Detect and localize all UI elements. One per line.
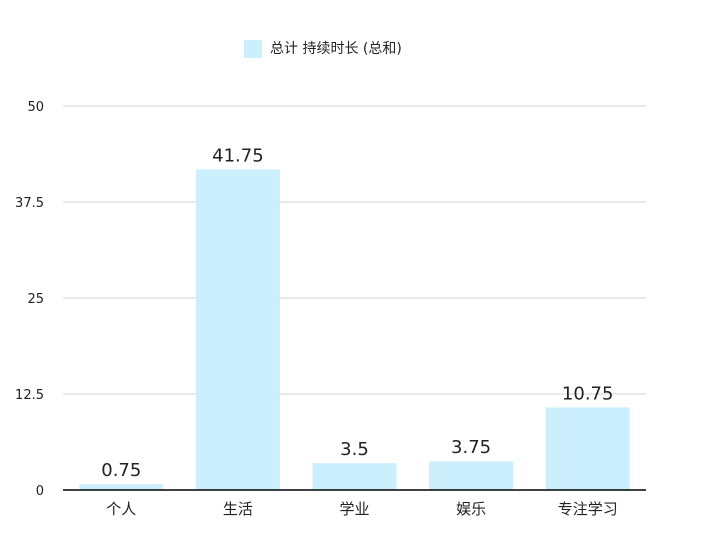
x-category-label: 娱乐 <box>456 500 486 518</box>
legend-swatch <box>244 40 262 58</box>
bar-value-label: 41.75 <box>212 145 264 166</box>
y-tick-label: 12.5 <box>15 388 44 403</box>
legend-label: 总计 持续时长 (总和) <box>270 38 402 60</box>
legend: 总计 持续时长 (总和) <box>244 38 402 60</box>
bar <box>196 169 280 490</box>
bar <box>313 463 397 490</box>
y-tick-label: 37.5 <box>15 196 44 211</box>
bar <box>546 407 630 490</box>
x-category-label: 个人 <box>106 500 136 518</box>
x-category-label: 专注学习 <box>558 500 618 518</box>
y-tick-label: 0 <box>36 484 44 499</box>
bar <box>79 484 163 490</box>
bar-value-label: 0.75 <box>101 460 141 481</box>
x-category-label: 学业 <box>339 500 369 518</box>
x-category-label: 生活 <box>223 500 253 518</box>
bar-value-label: 10.75 <box>562 383 614 404</box>
y-tick-label: 50 <box>27 100 44 115</box>
bar-value-label: 3.75 <box>451 437 491 458</box>
bar-value-label: 3.5 <box>340 439 369 460</box>
bar <box>429 461 513 490</box>
y-tick-label: 25 <box>27 292 44 307</box>
